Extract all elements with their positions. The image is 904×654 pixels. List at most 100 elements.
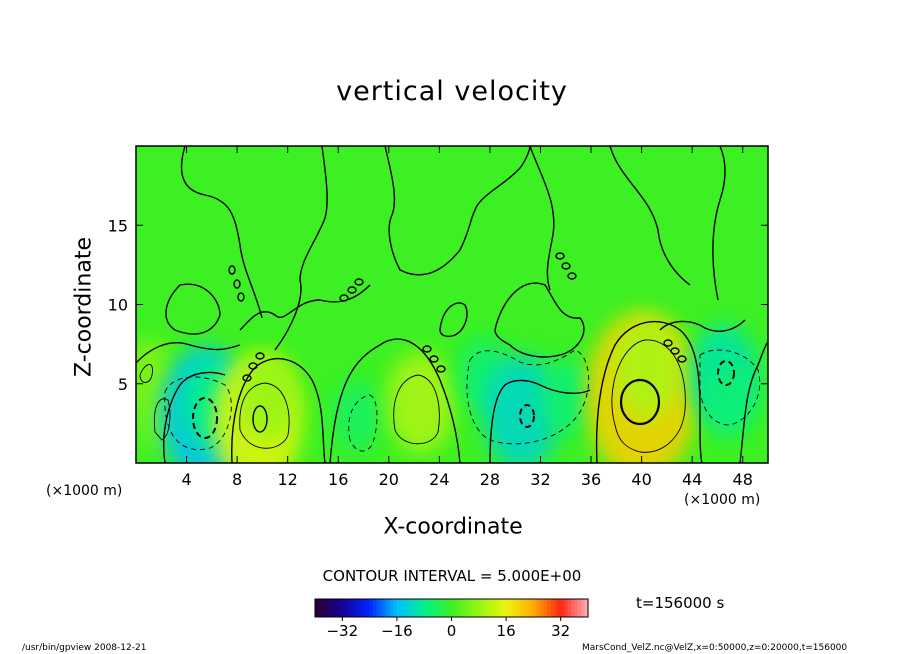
contour-line	[561, 262, 571, 270]
colorbar-segment	[386, 599, 391, 617]
colorbar-segment	[373, 599, 378, 617]
colorbar-segment	[523, 599, 528, 617]
colorbar-segment	[420, 599, 425, 617]
colorbar-segment	[495, 599, 500, 617]
contour-line	[329, 338, 461, 463]
time-label: t=156000 s	[636, 594, 725, 612]
x-tick-label: 16	[328, 470, 348, 489]
colorbar-segment	[577, 599, 582, 617]
colorbar-tick-label: −16	[381, 622, 413, 640]
contour-line	[611, 339, 686, 453]
contour-line	[739, 341, 768, 463]
colorbar-segment	[567, 599, 572, 617]
colorbar-segment	[342, 599, 347, 617]
contour-line	[609, 146, 691, 286]
colorbar-segment	[471, 599, 476, 617]
colorbar-segment	[529, 599, 534, 617]
contour-line	[422, 345, 432, 353]
colorbar-segment	[475, 599, 480, 617]
colorbar-segment	[482, 599, 487, 617]
colorbar-segment	[478, 599, 483, 617]
colorbar-segment	[509, 599, 514, 617]
contour-line	[242, 374, 252, 382]
y-tick-label: 10	[108, 296, 128, 315]
colorbar-segment	[335, 599, 340, 617]
velocity-cell	[613, 316, 682, 419]
x-unit-label-right: (×1000 m)	[684, 492, 761, 508]
colorbar-segment	[502, 599, 507, 617]
contour-line	[164, 376, 232, 451]
colorbar-segment	[376, 599, 381, 617]
colorbar-segment	[352, 599, 357, 617]
colorbar-segment	[325, 599, 330, 617]
contour-line	[439, 302, 468, 338]
contour-line	[162, 371, 226, 463]
contour-interval-label: CONTOUR INTERVAL = 5.000E+00	[322, 567, 582, 585]
zero-contours	[136, 146, 768, 463]
contour-line	[136, 342, 241, 364]
contour-line	[139, 364, 153, 383]
contour-line	[354, 278, 364, 286]
y-tick-label: 5	[118, 375, 128, 394]
contour-line	[384, 146, 531, 276]
colorbar-segment	[355, 599, 360, 617]
colorbar-segment	[407, 599, 412, 617]
velocity-cell	[334, 380, 381, 450]
colorbar-tick-label: 0	[447, 622, 457, 640]
colorbar-segment	[526, 599, 531, 617]
contour-line	[677, 355, 687, 363]
colorbar-segment	[492, 599, 497, 617]
contour-line	[567, 272, 577, 280]
chart-title: vertical velocity	[336, 76, 568, 107]
colorbar-segment	[581, 599, 586, 617]
contour-line	[165, 283, 221, 335]
colorbar-segment	[390, 599, 395, 617]
colorbar-segment	[413, 599, 418, 617]
colorbar-segment	[540, 599, 545, 617]
colorbar-tick-label: 32	[551, 622, 570, 640]
colorbar-segment	[431, 599, 436, 617]
x-tick-label: 20	[379, 470, 399, 489]
colorbar-segment	[328, 599, 333, 617]
contour-line	[231, 357, 326, 463]
contour-line	[699, 349, 761, 426]
colorbar-segment	[448, 599, 453, 617]
contour-line	[712, 146, 726, 301]
colorbar-segment	[366, 599, 371, 617]
x-tick-label: 40	[631, 470, 651, 489]
x-tick-label: 12	[278, 470, 298, 489]
contour-line	[663, 339, 673, 347]
x-tick-label: 44	[682, 470, 702, 489]
colorbar-segment	[396, 599, 401, 617]
velocity-cell	[239, 352, 299, 441]
contour-line	[348, 394, 378, 452]
contour-line	[228, 265, 236, 275]
colorbar-segment	[437, 599, 442, 617]
contour-line	[436, 365, 446, 373]
colorbar-segment	[489, 599, 494, 617]
contour-line	[347, 286, 357, 294]
colorbar-segment	[427, 599, 432, 617]
colorbar-segment	[553, 599, 558, 617]
x-tick-label: 48	[733, 470, 753, 489]
colorbar-tick-label: −32	[326, 622, 358, 640]
x-axis-label: X-coordinate	[383, 514, 523, 540]
colorbar-segment	[499, 599, 504, 617]
colorbar-segment	[557, 599, 562, 617]
contour-line	[519, 404, 535, 428]
x-tick-label: 4	[181, 470, 191, 489]
colorbar-segment	[564, 599, 569, 617]
colorbar-segment	[465, 599, 470, 617]
contour-line	[237, 292, 245, 302]
x-tick-label: 28	[480, 470, 500, 489]
colorbar-segment	[379, 599, 384, 617]
colorbar: −32 −16 0 16 32	[314, 598, 589, 640]
colorbar-segment	[574, 599, 579, 617]
contour-line	[717, 360, 735, 386]
y-axis-ticks: 5 10 15	[108, 216, 768, 394]
colorbar-segment	[441, 599, 446, 617]
colorbar-segment	[315, 599, 320, 617]
colorbar-segment	[318, 599, 323, 617]
colorbar-segment	[383, 599, 388, 617]
contour-line	[619, 378, 661, 426]
